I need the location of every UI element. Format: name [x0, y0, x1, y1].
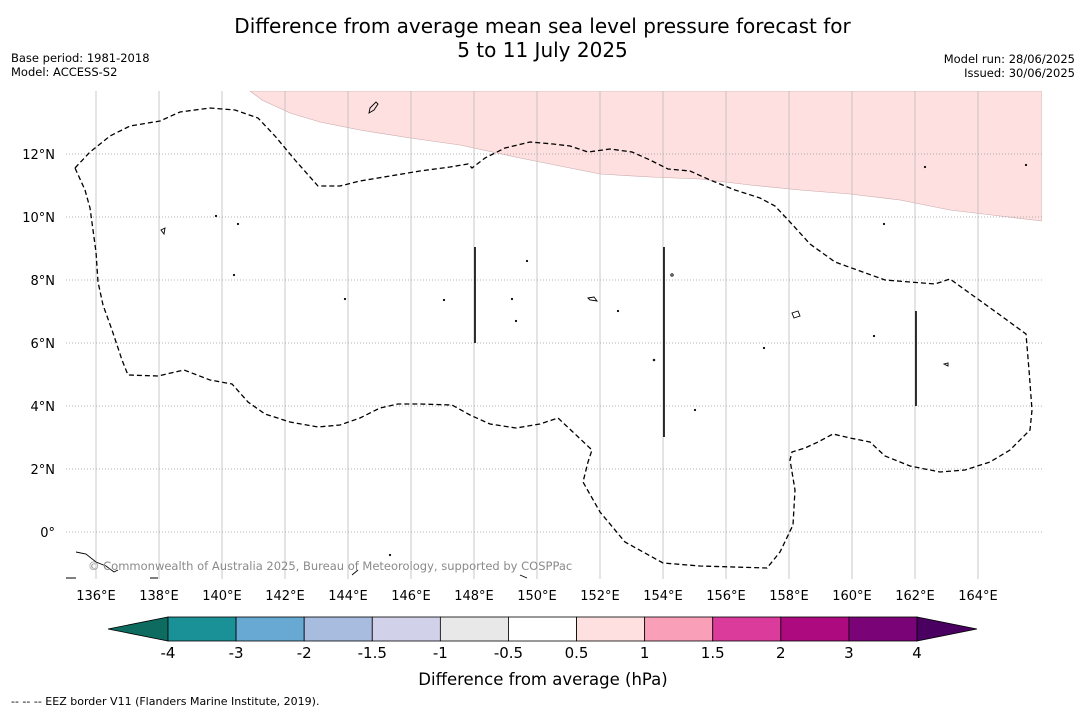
eez-border: [74, 107, 1033, 569]
colorbar-tick-label: 1: [640, 644, 650, 662]
longitude-tick-label: 140°E: [202, 589, 242, 604]
map-title-line2: 5 to 11 July 2025: [457, 38, 628, 62]
longitude-tick-label: 144°E: [328, 589, 368, 604]
latitude-tick-label: 10°N: [22, 211, 55, 226]
png-coast: [66, 551, 528, 579]
palau-island: [160, 227, 166, 236]
anomaly-region-0.5-to-1: [249, 91, 1042, 222]
colorbar: [107, 616, 978, 642]
chuuk-island: [587, 296, 599, 302]
longitude-tick-label: 142°E: [265, 589, 305, 604]
colorbar-tick-label: -1.5: [358, 644, 387, 662]
colorbar-segment: [167, 616, 237, 642]
islet: [214, 214, 218, 218]
colorbar-tick-label: 4: [912, 644, 922, 662]
colorbar-tick-label: -1: [433, 644, 448, 662]
latitude-tick-label: 0°: [40, 526, 55, 541]
islet: [525, 259, 529, 263]
longitude-tick-label: 146°E: [391, 589, 431, 604]
longitude-tick-label: 136°E: [76, 589, 116, 604]
guam-island: [368, 101, 379, 114]
latitude-tick-label: 4°N: [31, 400, 56, 415]
colorbar-segment: [644, 616, 714, 642]
longitude-tick-label: 152°E: [580, 589, 620, 604]
latitude-labels: 12°N 10°N 8°N 6°N 4°N 2°N 0°: [22, 148, 55, 541]
model-run: Model run: 28/06/2025: [943, 52, 1075, 66]
colorbar-over-arrow: [916, 616, 978, 642]
colorbar-tick-label: -0.5: [494, 644, 523, 662]
islet: [236, 222, 240, 226]
colorbar-segment: [371, 616, 441, 642]
kosrae-island: [942, 362, 949, 367]
model-name: Model: ACCESS-S2: [11, 65, 118, 79]
longitude-tick-label: 160°E: [832, 589, 872, 604]
map-title-line1: Difference from average mean sea level p…: [234, 14, 851, 38]
longitude-labels: 136°E 138°E 140°E 142°E 144°E 146°E 148°E 150°E…: [76, 589, 998, 604]
islet: [670, 273, 674, 277]
islet: [872, 334, 876, 338]
latitude-tick-label: 8°N: [31, 274, 56, 289]
islet: [514, 319, 518, 323]
longitude-tick-label: 162°E: [895, 589, 935, 604]
islands: [66, 101, 1028, 579]
islet: [343, 297, 347, 301]
map-area: [66, 91, 1042, 579]
base-info: Base period: 1981-2018 Model: ACCESS-S2: [11, 51, 150, 79]
islet: [616, 309, 620, 313]
copyright-text: © Commonwealth of Australia 2025, Bureau…: [88, 559, 572, 573]
colorbar-tick-label: 3: [844, 644, 854, 662]
colorbar-title: Difference from average (hPa): [418, 670, 667, 689]
islet: [388, 553, 392, 557]
pohnpei-island: [791, 310, 801, 319]
graticule: [66, 91, 1042, 579]
colorbar-segment: [848, 616, 918, 642]
colorbar-tick-label: -4: [161, 644, 176, 662]
colorbar-segment: [712, 616, 782, 642]
islet: [442, 298, 446, 302]
colorbar-tick-label: 0.5: [565, 644, 589, 662]
base-period: Base period: 1981-2018: [11, 51, 150, 65]
islet: [762, 346, 766, 350]
colorbar-tick-label: 1.5: [701, 644, 725, 662]
colorbar-tick-label: -3: [229, 644, 244, 662]
colorbar-segment: [508, 616, 577, 642]
colorbar-tick-labels: -4 -3 -2 -1.5 -1 -0.5 0.5 1 1.5 2 3 4: [161, 644, 922, 662]
run-info: Model run: 28/06/2025 Issued: 30/06/2025: [944, 52, 1075, 80]
longitude-tick-label: 156°E: [706, 589, 746, 604]
islet: [923, 165, 927, 169]
longitude-tick-label: 164°E: [958, 589, 998, 604]
colorbar-segment: [439, 616, 509, 642]
colorbar-tick-label: -2: [297, 644, 312, 662]
map-title: Difference from average mean sea level p…: [0, 14, 1085, 62]
islet: [882, 222, 886, 226]
islet: [652, 358, 656, 362]
eez-footnote: -- -- -- EEZ border V11 (Flanders Marine…: [11, 695, 320, 708]
longitude-tick-label: 150°E: [517, 589, 557, 604]
islet: [1024, 163, 1028, 167]
colorbar-tick-label: 2: [776, 644, 786, 662]
latitude-tick-label: 6°N: [31, 337, 56, 352]
colorbar-under-arrow: [107, 616, 169, 642]
longitude-tick-label: 148°E: [454, 589, 494, 604]
eez-boundary-segments: [474, 247, 917, 437]
colorbar-segment: [576, 616, 646, 642]
colorbar-segment: [303, 616, 373, 642]
longitude-tick-label: 154°E: [643, 589, 683, 604]
issued-date: Issued: 30/06/2025: [964, 66, 1075, 80]
longitude-tick-label: 138°E: [139, 589, 179, 604]
longitude-tick-label: 158°E: [769, 589, 809, 604]
latitude-tick-label: 12°N: [22, 148, 55, 163]
colorbar-segment: [235, 616, 305, 642]
latitude-tick-label: 2°N: [31, 463, 56, 478]
colorbar-segment: [780, 616, 850, 642]
islet: [232, 273, 236, 277]
islet: [693, 408, 697, 412]
islet: [510, 297, 514, 301]
